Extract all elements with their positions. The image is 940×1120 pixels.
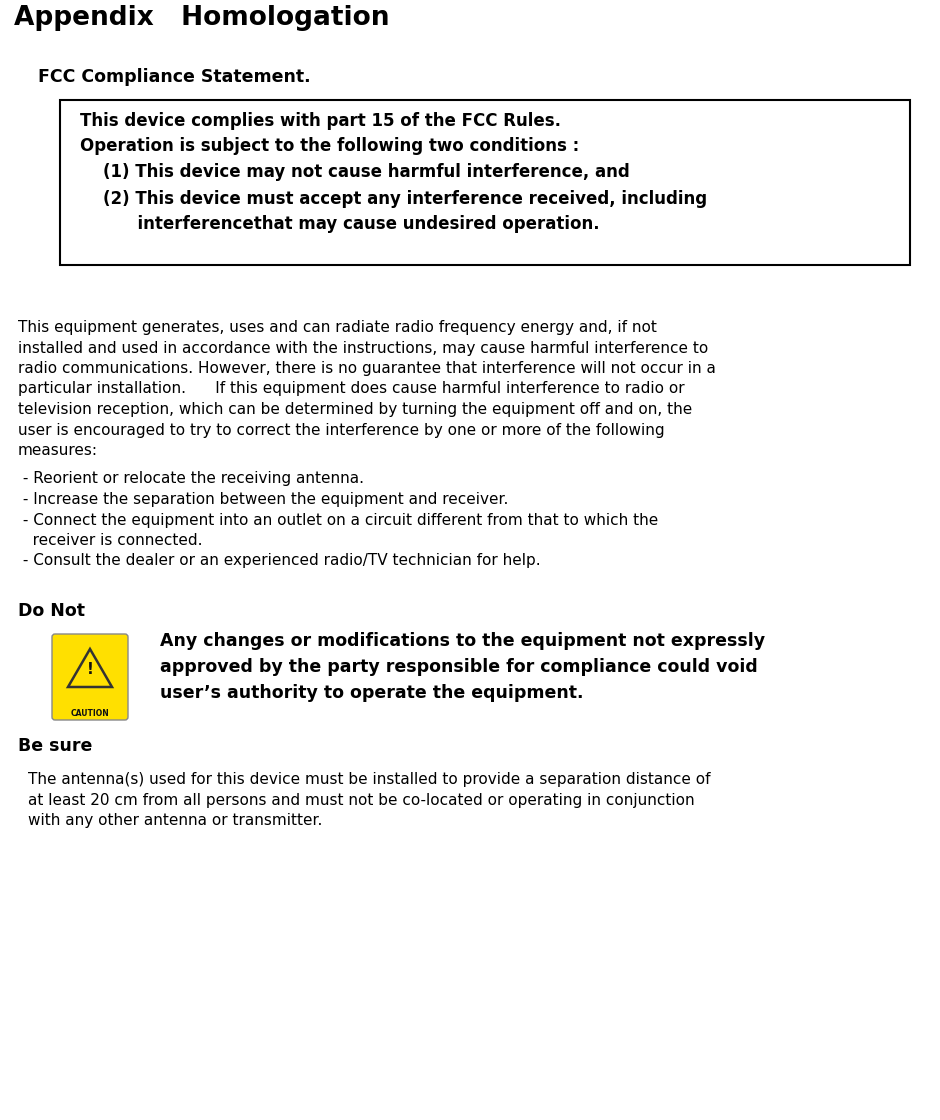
Text: - Reorient or relocate the receiving antenna.: - Reorient or relocate the receiving ant… <box>18 472 364 486</box>
Text: Appendix   Homologation: Appendix Homologation <box>14 4 389 31</box>
Text: radio communications. However, there is no guarantee that interference will not : radio communications. However, there is … <box>18 361 716 376</box>
Text: Operation is subject to the following two conditions :: Operation is subject to the following tw… <box>80 137 579 155</box>
Text: CAUTION: CAUTION <box>70 709 109 718</box>
Text: at least 20 cm from all persons and must not be co-located or operating in conju: at least 20 cm from all persons and must… <box>28 793 695 808</box>
Text: measures:: measures: <box>18 444 98 458</box>
Text: (2) This device must accept any interference received, including: (2) This device must accept any interfer… <box>80 190 707 208</box>
Text: installed and used in accordance with the instructions, may cause harmful interf: installed and used in accordance with th… <box>18 340 708 355</box>
Text: user’s authority to operate the equipment.: user’s authority to operate the equipmen… <box>160 684 584 702</box>
FancyBboxPatch shape <box>52 634 128 720</box>
Text: FCC Compliance Statement.: FCC Compliance Statement. <box>38 68 310 86</box>
Text: This device complies with part 15 of the FCC Rules.: This device complies with part 15 of the… <box>80 112 561 130</box>
Text: The antenna(s) used for this device must be installed to provide a separation di: The antenna(s) used for this device must… <box>28 772 711 787</box>
Bar <box>60 100 910 265</box>
Text: with any other antenna or transmitter.: with any other antenna or transmitter. <box>28 813 322 828</box>
Text: Do Not: Do Not <box>18 603 85 620</box>
Text: user is encouraged to try to correct the interference by one or more of the foll: user is encouraged to try to correct the… <box>18 422 665 438</box>
Text: approved by the party responsible for compliance could void: approved by the party responsible for co… <box>160 659 758 676</box>
Polygon shape <box>68 648 112 687</box>
Text: !: ! <box>86 662 93 678</box>
Text: - Increase the separation between the equipment and receiver.: - Increase the separation between the eq… <box>18 492 509 507</box>
Text: Be sure: Be sure <box>18 737 92 755</box>
Text: - Consult the dealer or an experienced radio/TV technician for help.: - Consult the dealer or an experienced r… <box>18 553 540 569</box>
Text: particular installation.      If this equipment does cause harmful interference : particular installation. If this equipme… <box>18 382 684 396</box>
Text: interferencethat may cause undesired operation.: interferencethat may cause undesired ope… <box>80 215 600 233</box>
Text: (1) This device may not cause harmful interference, and: (1) This device may not cause harmful in… <box>80 164 630 181</box>
Text: This equipment generates, uses and can radiate radio frequency energy and, if no: This equipment generates, uses and can r… <box>18 320 657 335</box>
Text: Any changes or modifications to the equipment not expressly: Any changes or modifications to the equi… <box>160 632 765 650</box>
Text: receiver is connected.: receiver is connected. <box>18 533 202 548</box>
Text: television reception, which can be determined by turning the equipment off and o: television reception, which can be deter… <box>18 402 692 417</box>
Text: - Connect the equipment into an outlet on a circuit different from that to which: - Connect the equipment into an outlet o… <box>18 513 658 528</box>
